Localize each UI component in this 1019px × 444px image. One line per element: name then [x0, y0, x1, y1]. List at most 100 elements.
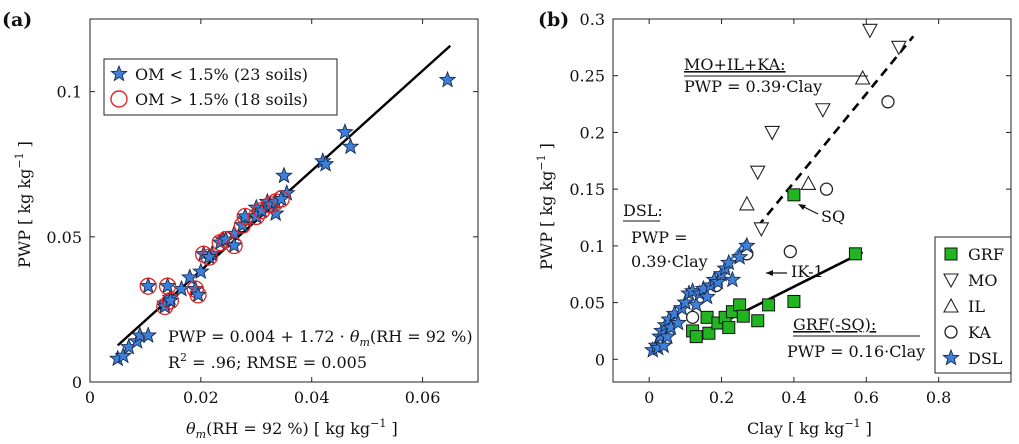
point-star-inner	[189, 285, 207, 303]
point-grf	[787, 294, 801, 308]
point-om-high	[200, 248, 218, 266]
point-om-low	[438, 70, 457, 88]
legend-marker-mo	[943, 273, 959, 289]
legend-marker-dsl	[942, 348, 960, 366]
point-dsl	[723, 270, 742, 288]
point-dsl	[687, 295, 706, 313]
point-om-low	[275, 166, 293, 184]
point-ka	[819, 182, 834, 196]
annotation-sq-label: SQ	[821, 207, 845, 226]
legend-label-il: IL	[968, 297, 985, 316]
point-il	[738, 195, 755, 211]
point-mo	[764, 125, 781, 141]
point-star-inner	[225, 236, 243, 254]
point-mo	[749, 165, 766, 181]
y-tick-label: 0.05	[569, 294, 605, 313]
annotation-mo-equation: PWP = 0.39·Clay	[684, 77, 822, 96]
y-tick-label: 0.1	[57, 83, 82, 102]
point-om-low	[139, 326, 158, 344]
legend-marker-grf	[944, 247, 958, 261]
legend-label-ka: KA	[968, 323, 991, 342]
annotation-grf-title: GRF(-SQ):	[793, 315, 876, 334]
x-tick-label: 0	[644, 388, 654, 407]
legend-circle-marker	[110, 90, 128, 108]
point-star-inner	[161, 291, 180, 309]
point-grf	[733, 298, 747, 312]
panel-a: (a) 0 0.02 0.04 0.06 0 0.05 0.1 OM < 1.5% (23…	[2, 9, 479, 441]
y-tick-label: 0.15	[569, 180, 605, 199]
point-il	[800, 175, 817, 191]
point-dsl	[719, 253, 738, 271]
panel-b-x-ticks: 0 0.2 0.4 0.6 0.8	[644, 19, 951, 407]
legend-star	[110, 64, 128, 82]
point-grf	[702, 326, 716, 340]
legend-label-om-high: OM > 1.5% (18 soils)	[135, 90, 308, 109]
point-mo	[890, 40, 907, 56]
panel-a-axes-box	[89, 18, 479, 383]
legend-marker-il	[943, 297, 959, 313]
annotation-ik-arrowhead	[766, 270, 773, 276]
annotation-grf-equation: PWP = 0.16·Clay	[787, 342, 925, 361]
x-tick-label: 0.04	[294, 388, 330, 407]
panel-b-label: (b)	[538, 9, 569, 31]
point-om-low	[341, 137, 360, 155]
annotation-mo-title: MO+IL+KA:	[684, 55, 786, 74]
point-star-inner	[139, 276, 158, 294]
point-grf	[736, 309, 750, 323]
point-dsl	[738, 236, 756, 254]
x-tick-label: 0.6	[854, 388, 879, 407]
x-tick-label: 0.06	[405, 388, 441, 407]
panel-b-x-axis-label: Clay [ kg kg−1 ]	[747, 417, 872, 438]
x-tick-label: 0.8	[926, 388, 951, 407]
point-grf	[722, 321, 736, 335]
panel-a-y-axis-label: PWP [ kg kg−1 ]	[13, 141, 34, 268]
point-star-inner	[158, 276, 177, 294]
legend-label-dsl: DSL	[968, 349, 1003, 368]
point-dsl	[658, 327, 677, 345]
panel-b: (b) 0 0.2 0.4 0.6 0.8 0 0.05 0.1 0.15 0.2 0.25 0.3…	[535, 9, 1012, 438]
point-om-high	[189, 286, 207, 304]
point-star-inner	[216, 230, 235, 248]
point-mo	[861, 23, 878, 39]
point-mo	[753, 222, 770, 238]
y-tick-label: 0	[72, 373, 82, 392]
point-grf	[787, 188, 801, 202]
point-ka	[881, 95, 895, 109]
fit-line-mo-il-ka	[756, 35, 915, 228]
point-dsl	[676, 293, 695, 311]
annotation-dsl-title: DSL:	[623, 201, 663, 220]
panel-b-y-axis-label: PWP [ kg kg−1 ]	[535, 143, 556, 270]
point-grf	[689, 330, 703, 344]
y-tick-label: 0.1	[580, 237, 605, 256]
point-grf	[751, 314, 765, 328]
point-star-inner	[200, 247, 218, 265]
legend-label-om-low: OM < 1.5% (23 soils)	[135, 65, 308, 84]
point-ka	[685, 310, 700, 324]
point-dsl	[698, 287, 716, 305]
panel-b-axes-box	[612, 18, 1012, 383]
point-om-high	[161, 292, 180, 310]
point-om-high	[225, 236, 243, 255]
point-om-low	[114, 346, 133, 364]
panel-a-legend: OM < 1.5% (23 soils) OM > 1.5% (18 soils…	[103, 58, 338, 116]
point-om-high	[272, 190, 290, 208]
panel-b-y-ticks: 0 0.05 0.1 0.15 0.2 0.25 0.3	[569, 10, 1011, 369]
point-mo	[814, 103, 831, 118]
panel-b-legend-items: GRF MO IL KA DSL	[942, 245, 1004, 368]
panel-a-y-ticks: 0 0.05 0.1	[46, 83, 478, 392]
panel-a-x-ticks: 0 0.02 0.04 0.06	[85, 19, 440, 407]
panel-a-points	[108, 70, 457, 367]
x-tick-label: 0.2	[709, 388, 734, 407]
y-tick-label: 0.25	[569, 67, 605, 86]
y-tick-label: 0.05	[46, 228, 82, 247]
point-om-high	[139, 277, 157, 295]
legend-label-mo: MO	[968, 271, 998, 290]
point-om-low	[316, 154, 335, 172]
point-ka	[783, 244, 797, 259]
point-dsl	[654, 336, 673, 354]
x-tick-label: 0.4	[781, 388, 806, 407]
panel-a-label: (a)	[2, 9, 32, 31]
x-tick-label: 0	[85, 388, 95, 407]
point-dsl	[730, 247, 749, 265]
point-om-high	[158, 277, 177, 295]
